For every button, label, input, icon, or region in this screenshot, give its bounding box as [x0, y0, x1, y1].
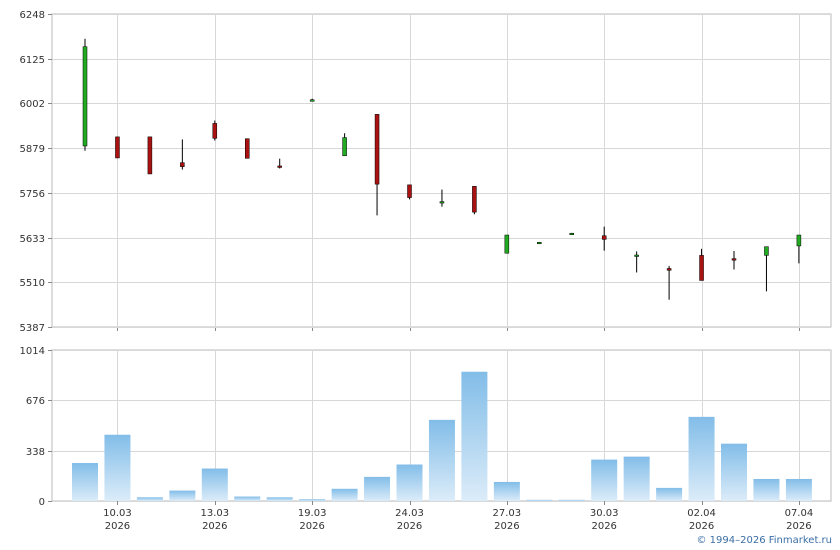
candle-body [439, 201, 445, 204]
volume-bar [201, 468, 228, 501]
candle-body [309, 99, 315, 102]
x-tick-label-year: 2026 [397, 521, 422, 532]
x-tick-label-year: 2026 [299, 521, 324, 532]
volume-y-tick-label: 676 [26, 396, 45, 407]
volume-bar [526, 499, 553, 501]
candle-body [245, 138, 250, 159]
volume-bar [591, 459, 618, 501]
price-y-tick-label: 5510 [20, 278, 45, 289]
x-tick-label-date: 24.03 [395, 508, 424, 519]
x-tick-label-date: 30.03 [590, 508, 619, 519]
volume-bar [266, 497, 293, 501]
volume-bar [396, 464, 423, 501]
volume-bar [331, 488, 358, 501]
volume-y-tick-label: 1014 [20, 346, 45, 357]
volume-bar [72, 463, 98, 501]
volume-bar [721, 443, 747, 501]
price-y-tick-label: 6125 [20, 55, 45, 66]
candle-body [504, 234, 510, 254]
x-tick-label-year: 2026 [105, 521, 130, 532]
volume-bar [558, 499, 585, 501]
candle-body [180, 162, 185, 167]
volume-bar [753, 478, 780, 501]
volume-bar [169, 490, 196, 501]
candle-body [699, 255, 704, 281]
candle-body [666, 268, 672, 271]
price-plot-frame [51, 13, 832, 328]
candle-body [601, 235, 607, 240]
price-y-tick-label: 6248 [20, 10, 45, 21]
volume-bar [461, 371, 488, 501]
candle-body [212, 123, 218, 139]
volume-bar [234, 496, 261, 501]
x-tick-label-year: 2026 [494, 521, 519, 532]
volume-bar [299, 499, 326, 501]
candle-body [764, 246, 769, 256]
x-tick-label-year: 2026 [591, 521, 616, 532]
x-tick-label-date: 27.03 [493, 508, 522, 519]
price-y-tick-label: 5633 [20, 234, 45, 245]
x-tick-label-year: 2026 [202, 521, 227, 532]
volume-bar [656, 487, 683, 501]
x-tick-label-year: 2026 [689, 521, 714, 532]
price-y-tick-label: 5387 [20, 323, 45, 334]
candle-body [731, 258, 737, 261]
candle-body [634, 254, 639, 257]
x-axis: 10.03 2026 13.03 2026 19.03 2026 24.03 2026 27.0… [103, 501, 813, 532]
candle-body [147, 136, 153, 175]
candle-body [374, 114, 380, 185]
candle-body [537, 242, 542, 245]
candle-body [569, 232, 574, 235]
volume-bar [785, 478, 812, 501]
price-y-tick-label: 5756 [20, 189, 45, 200]
x-tick-label-date: 13.03 [200, 508, 229, 519]
volume-bar [136, 497, 163, 501]
candle-body [407, 184, 412, 198]
volume-bar [623, 456, 650, 501]
volume-y-tick-label: 338 [26, 447, 45, 458]
volume-y-tick-label: 0 [39, 497, 45, 508]
x-tick-label-date: 07.04 [785, 508, 814, 519]
volume-bar [364, 476, 391, 501]
x-tick-label-date: 19.03 [298, 508, 327, 519]
x-tick-label-year: 2026 [786, 521, 811, 532]
price-y-tick-label: 5879 [20, 144, 45, 155]
volume-bar [493, 481, 520, 501]
volume-bar [428, 419, 455, 501]
candle-body [796, 234, 802, 247]
candle-body [472, 186, 477, 213]
candle-body [115, 136, 120, 159]
x-tick-label-date: 10.03 [103, 508, 132, 519]
volume-panel: 1014 676 338 0 [20, 346, 832, 508]
volume-bar [688, 416, 715, 501]
volume-bar [104, 434, 131, 501]
candle-body [342, 137, 347, 157]
price-y-tick-label: 6002 [20, 99, 45, 110]
candle-body [82, 46, 88, 147]
x-tick-label-date: 02.04 [687, 508, 716, 519]
candle-body [277, 165, 282, 168]
price-panel: 6248 6125 6002 5879 5756 5633 5510 5387 [20, 10, 832, 334]
copyright-text: © 1994–2026 Finmarket.ru [696, 535, 832, 546]
